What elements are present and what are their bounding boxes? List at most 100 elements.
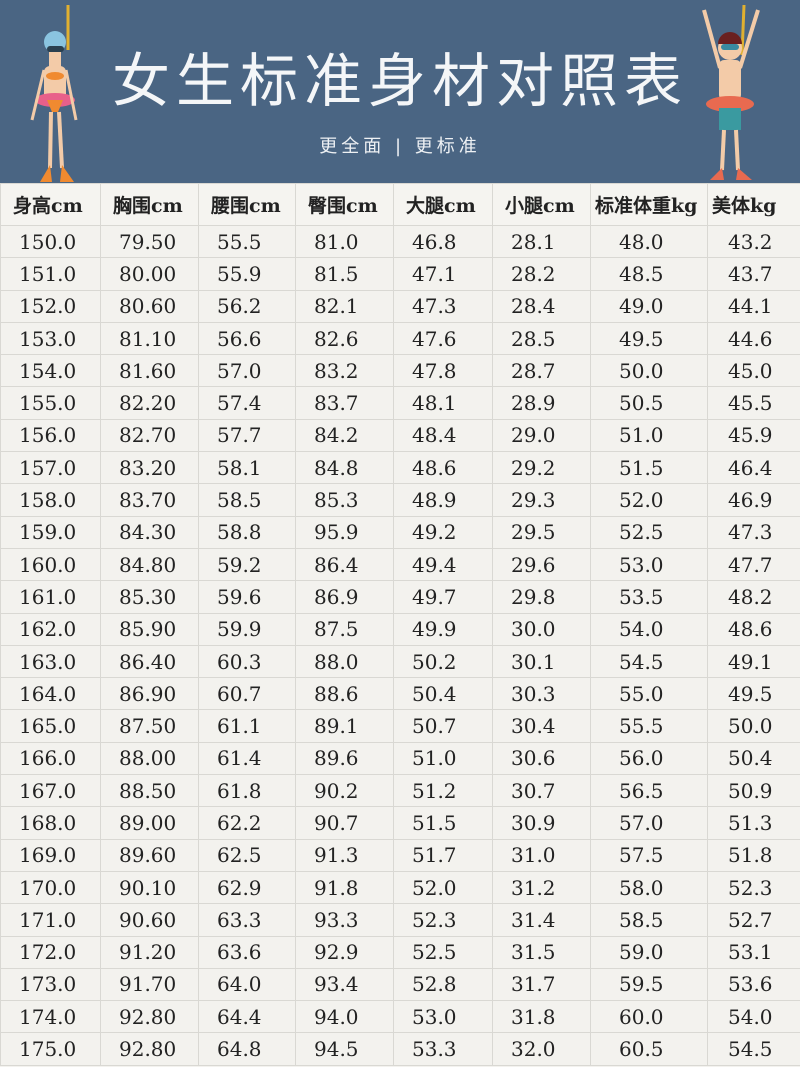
table-row: 175.0 92.80 64.8 94.5 53.3 32.0 60.5 54.5 (0, 1032, 800, 1066)
table-cell: 64.0 (198, 967, 296, 1002)
table-cell: 48.6 (707, 612, 800, 646)
table-cell: 43.2 (707, 224, 800, 259)
table-cell: 51.5 (393, 806, 493, 840)
table-cell: 51.0 (590, 418, 708, 453)
table-cell: 55.5 (590, 709, 708, 743)
table-cell: 160.0 (0, 547, 101, 582)
table-row: 151.0 80.00 55.9 81.5 47.1 28.2 48.5 43.7 (0, 257, 800, 291)
table-cell: 43.7 (707, 257, 800, 291)
table-row: 155.0 82.20 57.4 83.7 48.1 28.9 50.5 45.5 (0, 386, 800, 420)
table-cell: 90.2 (295, 774, 394, 808)
table-cell: 56.0 (590, 741, 708, 776)
table-cell: 93.3 (295, 903, 394, 937)
table-cell: 159.0 (0, 515, 101, 549)
table-cell: 59.9 (198, 612, 296, 646)
table-cell: 150.0 (0, 224, 101, 259)
table-cell: 84.8 (295, 451, 394, 485)
table-cell: 52.3 (393, 903, 493, 937)
table-cell: 58.5 (590, 903, 708, 937)
table-row: 172.0 91.20 63.6 92.9 52.5 31.5 59.0 53.1 (0, 935, 800, 969)
table-cell: 173.0 (0, 967, 101, 1002)
table-cell: 86.90 (100, 677, 199, 711)
table-cell: 59.6 (198, 580, 296, 614)
boy-swimmer-icon (702, 4, 760, 180)
table-row: 165.0 87.50 61.1 89.1 50.7 30.4 55.5 50.0 (0, 709, 800, 743)
table-cell: 56.5 (590, 774, 708, 808)
table-cell: 47.3 (707, 515, 800, 549)
column-header: 小腿cm (492, 183, 591, 226)
table-cell: 52.8 (393, 967, 493, 1002)
table-cell: 175.0 (0, 1032, 101, 1066)
table-cell: 31.2 (492, 870, 591, 905)
table-cell: 164.0 (0, 677, 101, 711)
table-cell: 88.0 (295, 644, 394, 679)
table-cell: 53.5 (590, 580, 708, 614)
table-cell: 29.5 (492, 515, 591, 549)
table-row: 169.0 89.60 62.5 91.3 51.7 31.0 57.5 51.8 (0, 838, 800, 872)
table-cell: 83.2 (295, 354, 394, 388)
table-cell: 52.0 (393, 870, 493, 905)
table-cell: 47.1 (393, 257, 493, 291)
table-cell: 48.5 (590, 257, 708, 291)
column-header: 美体kg (707, 183, 800, 226)
table-cell: 60.0 (590, 1000, 708, 1034)
column-header: 身高cm (0, 183, 101, 226)
table-cell: 30.0 (492, 612, 591, 646)
table-cell: 167.0 (0, 774, 101, 808)
table-cell: 53.0 (393, 1000, 493, 1034)
table-cell: 48.9 (393, 483, 493, 517)
table-cell: 85.30 (100, 580, 199, 614)
table-cell: 59.5 (590, 967, 708, 1002)
table-cell: 29.0 (492, 418, 591, 453)
table-cell: 161.0 (0, 580, 101, 614)
girl-swimmer-icon (30, 5, 78, 182)
table-cell: 29.8 (492, 580, 591, 614)
table-cell: 90.10 (100, 870, 199, 905)
table-cell: 52.5 (393, 935, 493, 969)
table-row: 159.0 84.30 58.8 95.9 49.2 29.5 52.5 47.3 (0, 515, 800, 549)
table-cell: 45.5 (707, 386, 800, 420)
table-cell: 83.7 (295, 386, 394, 420)
table-cell: 52.0 (590, 483, 708, 517)
table-cell: 50.4 (707, 741, 800, 776)
table-cell: 47.3 (393, 289, 493, 323)
table-row: 163.0 86.40 60.3 88.0 50.2 30.1 54.5 49.1 (0, 644, 800, 679)
table-cell: 91.20 (100, 935, 199, 969)
table-cell: 48.0 (590, 224, 708, 259)
table-cell: 63.6 (198, 935, 296, 969)
table-cell: 89.6 (295, 741, 394, 776)
table-cell: 81.5 (295, 257, 394, 291)
table-row: 153.0 81.10 56.6 82.6 47.6 28.5 49.5 44.6 (0, 321, 800, 356)
table-cell: 29.6 (492, 547, 591, 582)
table-cell: 51.2 (393, 774, 493, 808)
table-row: 166.0 88.00 61.4 89.6 51.0 30.6 56.0 50.4 (0, 741, 800, 776)
table-cell: 52.7 (707, 903, 800, 937)
table-cell: 171.0 (0, 903, 101, 937)
table-cell: 80.00 (100, 257, 199, 291)
table-cell: 46.8 (393, 224, 493, 259)
table-cell: 49.0 (590, 289, 708, 323)
table-cell: 31.8 (492, 1000, 591, 1034)
table-cell: 80.60 (100, 289, 199, 323)
table-cell: 49.5 (707, 677, 800, 711)
table-cell: 50.2 (393, 644, 493, 679)
table-cell: 79.50 (100, 224, 199, 259)
table-cell: 86.40 (100, 644, 199, 679)
table-body: 150.0 79.50 55.5 81.0 46.8 28.1 48.0 43.2 151.0 8… (0, 224, 800, 1066)
table-cell: 47.7 (707, 547, 800, 582)
table-cell: 59.2 (198, 547, 296, 582)
table-cell: 31.0 (492, 838, 591, 872)
table-row: 150.0 79.50 55.5 81.0 46.8 28.1 48.0 43.2 (0, 224, 800, 259)
table-cell: 30.6 (492, 741, 591, 776)
table-cell: 88.6 (295, 677, 394, 711)
table-cell: 156.0 (0, 418, 101, 453)
table-cell: 31.5 (492, 935, 591, 969)
table-cell: 49.5 (590, 321, 708, 356)
table-cell: 89.60 (100, 838, 199, 872)
table-cell: 63.3 (198, 903, 296, 937)
table-cell: 52.3 (707, 870, 800, 905)
table-cell: 28.7 (492, 354, 591, 388)
table-cell: 28.4 (492, 289, 591, 323)
table-cell: 174.0 (0, 1000, 101, 1034)
table-cell: 58.0 (590, 870, 708, 905)
